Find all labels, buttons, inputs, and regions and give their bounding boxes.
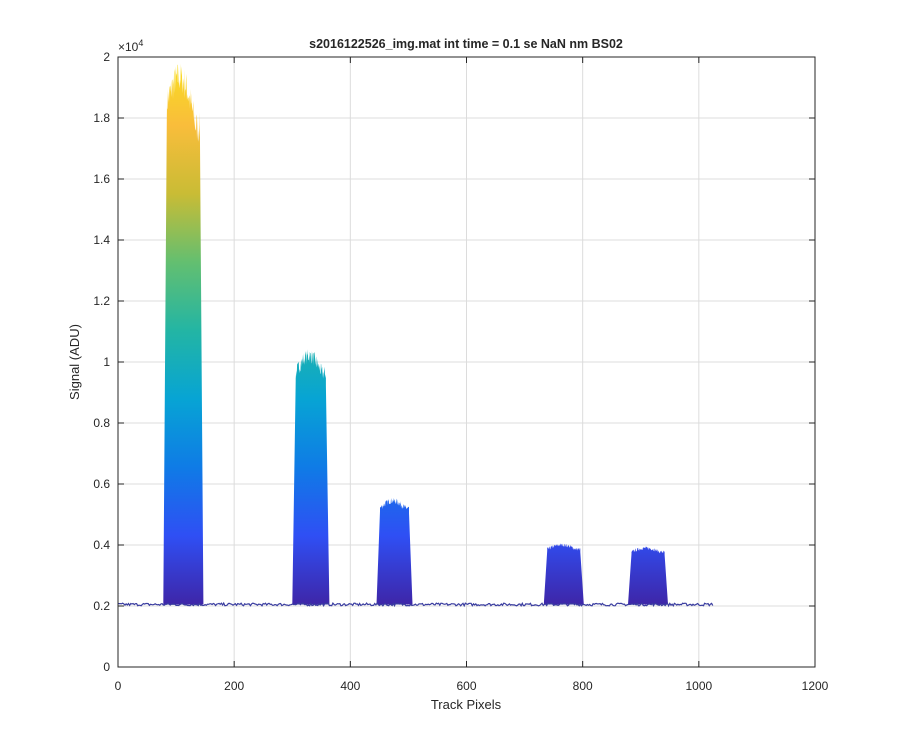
x-tick-label: 800 (573, 679, 593, 693)
x-tick-label: 1200 (802, 679, 829, 693)
x-tick-label: 600 (456, 679, 476, 693)
y-exponent-label: ×104 (118, 38, 143, 54)
x-tick-label: 200 (224, 679, 244, 693)
y-tick-label: 1.6 (93, 172, 110, 186)
y-tick-label: 1 (103, 355, 110, 369)
x-tick-label: 400 (340, 679, 360, 693)
signal-series (118, 63, 714, 608)
spot-peak (376, 497, 413, 605)
y-tick-label: 1.2 (93, 294, 110, 308)
y-exponent-power: 4 (138, 38, 143, 48)
x-axis-title: Track Pixels (431, 697, 502, 712)
y-tick-label: 0 (103, 660, 110, 674)
y-tick-label: 1.8 (93, 111, 110, 125)
y-tick-labels: 0 0.2 0.4 0.6 0.8 1 1.2 1.4 1.6 1.8 2 (93, 50, 110, 674)
spot-peak (163, 63, 204, 605)
spot-peak (543, 543, 584, 605)
y-axis-title: Signal (ADU) (67, 324, 82, 400)
grid-lines (118, 57, 815, 667)
axis-ticks (117, 56, 816, 668)
x-tick-label: 0 (115, 679, 122, 693)
y-tick-label: 0.8 (93, 416, 110, 430)
x-tick-label: 1000 (685, 679, 712, 693)
baseline-trace (118, 601, 714, 608)
chart-title: s2016122526_img.mat int time = 0.1 se Na… (309, 37, 623, 51)
y-tick-label: 0.6 (93, 477, 110, 491)
y-tick-label: 1.4 (93, 233, 110, 247)
y-tick-label: 0.4 (93, 538, 110, 552)
x-tick-labels: 0 200 400 600 800 1000 1200 (115, 679, 829, 693)
spot-peak (292, 349, 330, 605)
y-tick-label: 2 (103, 50, 110, 64)
y-tick-label: 0.2 (93, 599, 110, 613)
spot-peak (628, 546, 668, 605)
